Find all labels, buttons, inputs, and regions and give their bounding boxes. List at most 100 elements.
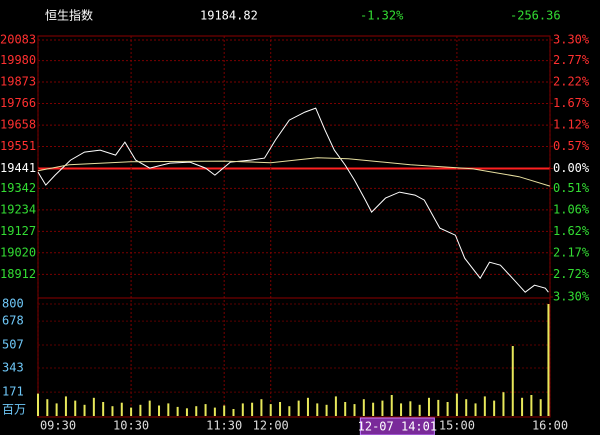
y-tick-label: 19980 xyxy=(0,53,36,67)
y-tick-label: 19342 xyxy=(0,181,36,195)
y2-tick-label: 0.57% xyxy=(553,139,590,153)
volume-bar xyxy=(483,396,486,416)
volume-bar xyxy=(547,304,550,416)
x-tick-label: 11:30 xyxy=(206,419,242,433)
volume-bar xyxy=(418,404,421,416)
cursor-label: 12-07 14:01 xyxy=(358,420,437,434)
volume-unit: 百万 xyxy=(2,403,26,417)
volume-bar xyxy=(148,400,151,416)
y2-tick-label: 1.62% xyxy=(553,224,590,238)
volume-bar xyxy=(297,400,300,416)
y-tick-label: 19020 xyxy=(0,245,36,259)
volume-bar xyxy=(362,399,365,416)
volume-bar xyxy=(269,404,272,416)
volume-bar xyxy=(446,402,449,416)
y-tick-label: 19234 xyxy=(0,202,36,216)
volume-bar xyxy=(83,404,86,416)
volume-bar xyxy=(55,403,58,416)
y-tick-label: 800 xyxy=(2,297,24,311)
volume-bar xyxy=(167,403,170,416)
x-tick-label: 09:30 xyxy=(40,419,76,433)
volume-bar xyxy=(437,399,440,416)
volume-bar xyxy=(241,403,244,416)
volume-bar xyxy=(223,405,226,416)
y2-tick-label: 1.12% xyxy=(553,117,590,131)
volume-bar xyxy=(511,346,514,416)
volume-bar xyxy=(539,399,542,416)
volume-bar xyxy=(102,402,105,416)
y2-tick-label: 1.67% xyxy=(553,96,590,110)
y-tick-label: 19127 xyxy=(0,224,36,238)
y2-tick-label: 0.00% xyxy=(553,161,590,175)
cursor-label-bg xyxy=(359,417,435,435)
y-tick-label: 19658 xyxy=(0,118,36,132)
volume-bar xyxy=(372,402,375,416)
series-line xyxy=(37,107,549,293)
volume-bar xyxy=(37,393,39,416)
y2-tick-label: 3.30% xyxy=(553,33,590,47)
volume-bar xyxy=(325,404,328,416)
volume-bar xyxy=(260,399,263,416)
volume-bar xyxy=(493,400,496,416)
volume-bar xyxy=(334,396,337,416)
volume-bar xyxy=(400,403,403,416)
volume-bar xyxy=(409,401,412,416)
change: -256.36 xyxy=(510,9,561,23)
y2-tick-label: 3.30% xyxy=(553,290,590,304)
volume-bar xyxy=(530,395,533,416)
x-tick-label: 10:30 xyxy=(113,419,149,433)
volume-bar xyxy=(204,404,207,416)
volume-bar xyxy=(92,397,95,416)
volume-bar xyxy=(316,403,319,416)
y-tick-label: 19441 xyxy=(0,161,36,175)
volume-bar xyxy=(120,402,123,416)
x-tick-label: 16:00 xyxy=(532,419,568,433)
volume-bar xyxy=(474,403,477,416)
volume-bar xyxy=(195,406,198,416)
y-tick-label: 19551 xyxy=(0,139,36,153)
y2-tick-label: 2.22% xyxy=(553,75,590,89)
y-tick-label: 19873 xyxy=(0,75,36,89)
change-pct: -1.32% xyxy=(360,9,404,23)
index-price: 19184.82 xyxy=(200,9,258,23)
volume-bar xyxy=(232,409,235,416)
y2-tick-label: 0.51% xyxy=(553,181,590,195)
volume-bar xyxy=(344,402,347,416)
volume-bar xyxy=(353,404,356,416)
volume-bar xyxy=(130,407,133,416)
y-tick-label: 20083 xyxy=(0,33,36,47)
volume-bar xyxy=(390,395,393,416)
volume-bar xyxy=(46,399,49,416)
volume-bar xyxy=(213,407,216,416)
volume-bar xyxy=(521,397,524,416)
volume-bar xyxy=(251,402,254,416)
y-tick-label: 507 xyxy=(2,338,24,352)
volume-bar xyxy=(279,402,282,416)
y-tick-label: 343 xyxy=(2,360,24,374)
volume-bar xyxy=(176,406,179,416)
y2-tick-label: 2.72% xyxy=(553,267,590,281)
volume-bar xyxy=(381,400,384,416)
y-tick-label: 171 xyxy=(2,385,24,399)
volume-bar xyxy=(288,406,291,416)
index-name: 恒生指数 xyxy=(45,8,93,23)
y-tick-label: 678 xyxy=(2,314,24,328)
volume-bar xyxy=(139,404,142,416)
volume-bar xyxy=(74,400,77,416)
y-tick-label: 19766 xyxy=(0,96,36,110)
volume-bar xyxy=(427,397,430,416)
volume-bar xyxy=(455,393,458,416)
volume-bar xyxy=(502,392,505,416)
volume-bar xyxy=(185,408,188,416)
y-tick-label: 18912 xyxy=(0,267,36,281)
x-tick-label: 15:00 xyxy=(439,419,475,433)
volume-bar xyxy=(465,399,468,416)
x-tick-label: 12:00 xyxy=(253,419,289,433)
volume-bar xyxy=(158,405,161,416)
frame xyxy=(37,35,551,418)
volume-bar xyxy=(306,397,309,416)
y2-tick-label: 1.06% xyxy=(553,202,590,216)
volume-bar xyxy=(64,396,67,416)
